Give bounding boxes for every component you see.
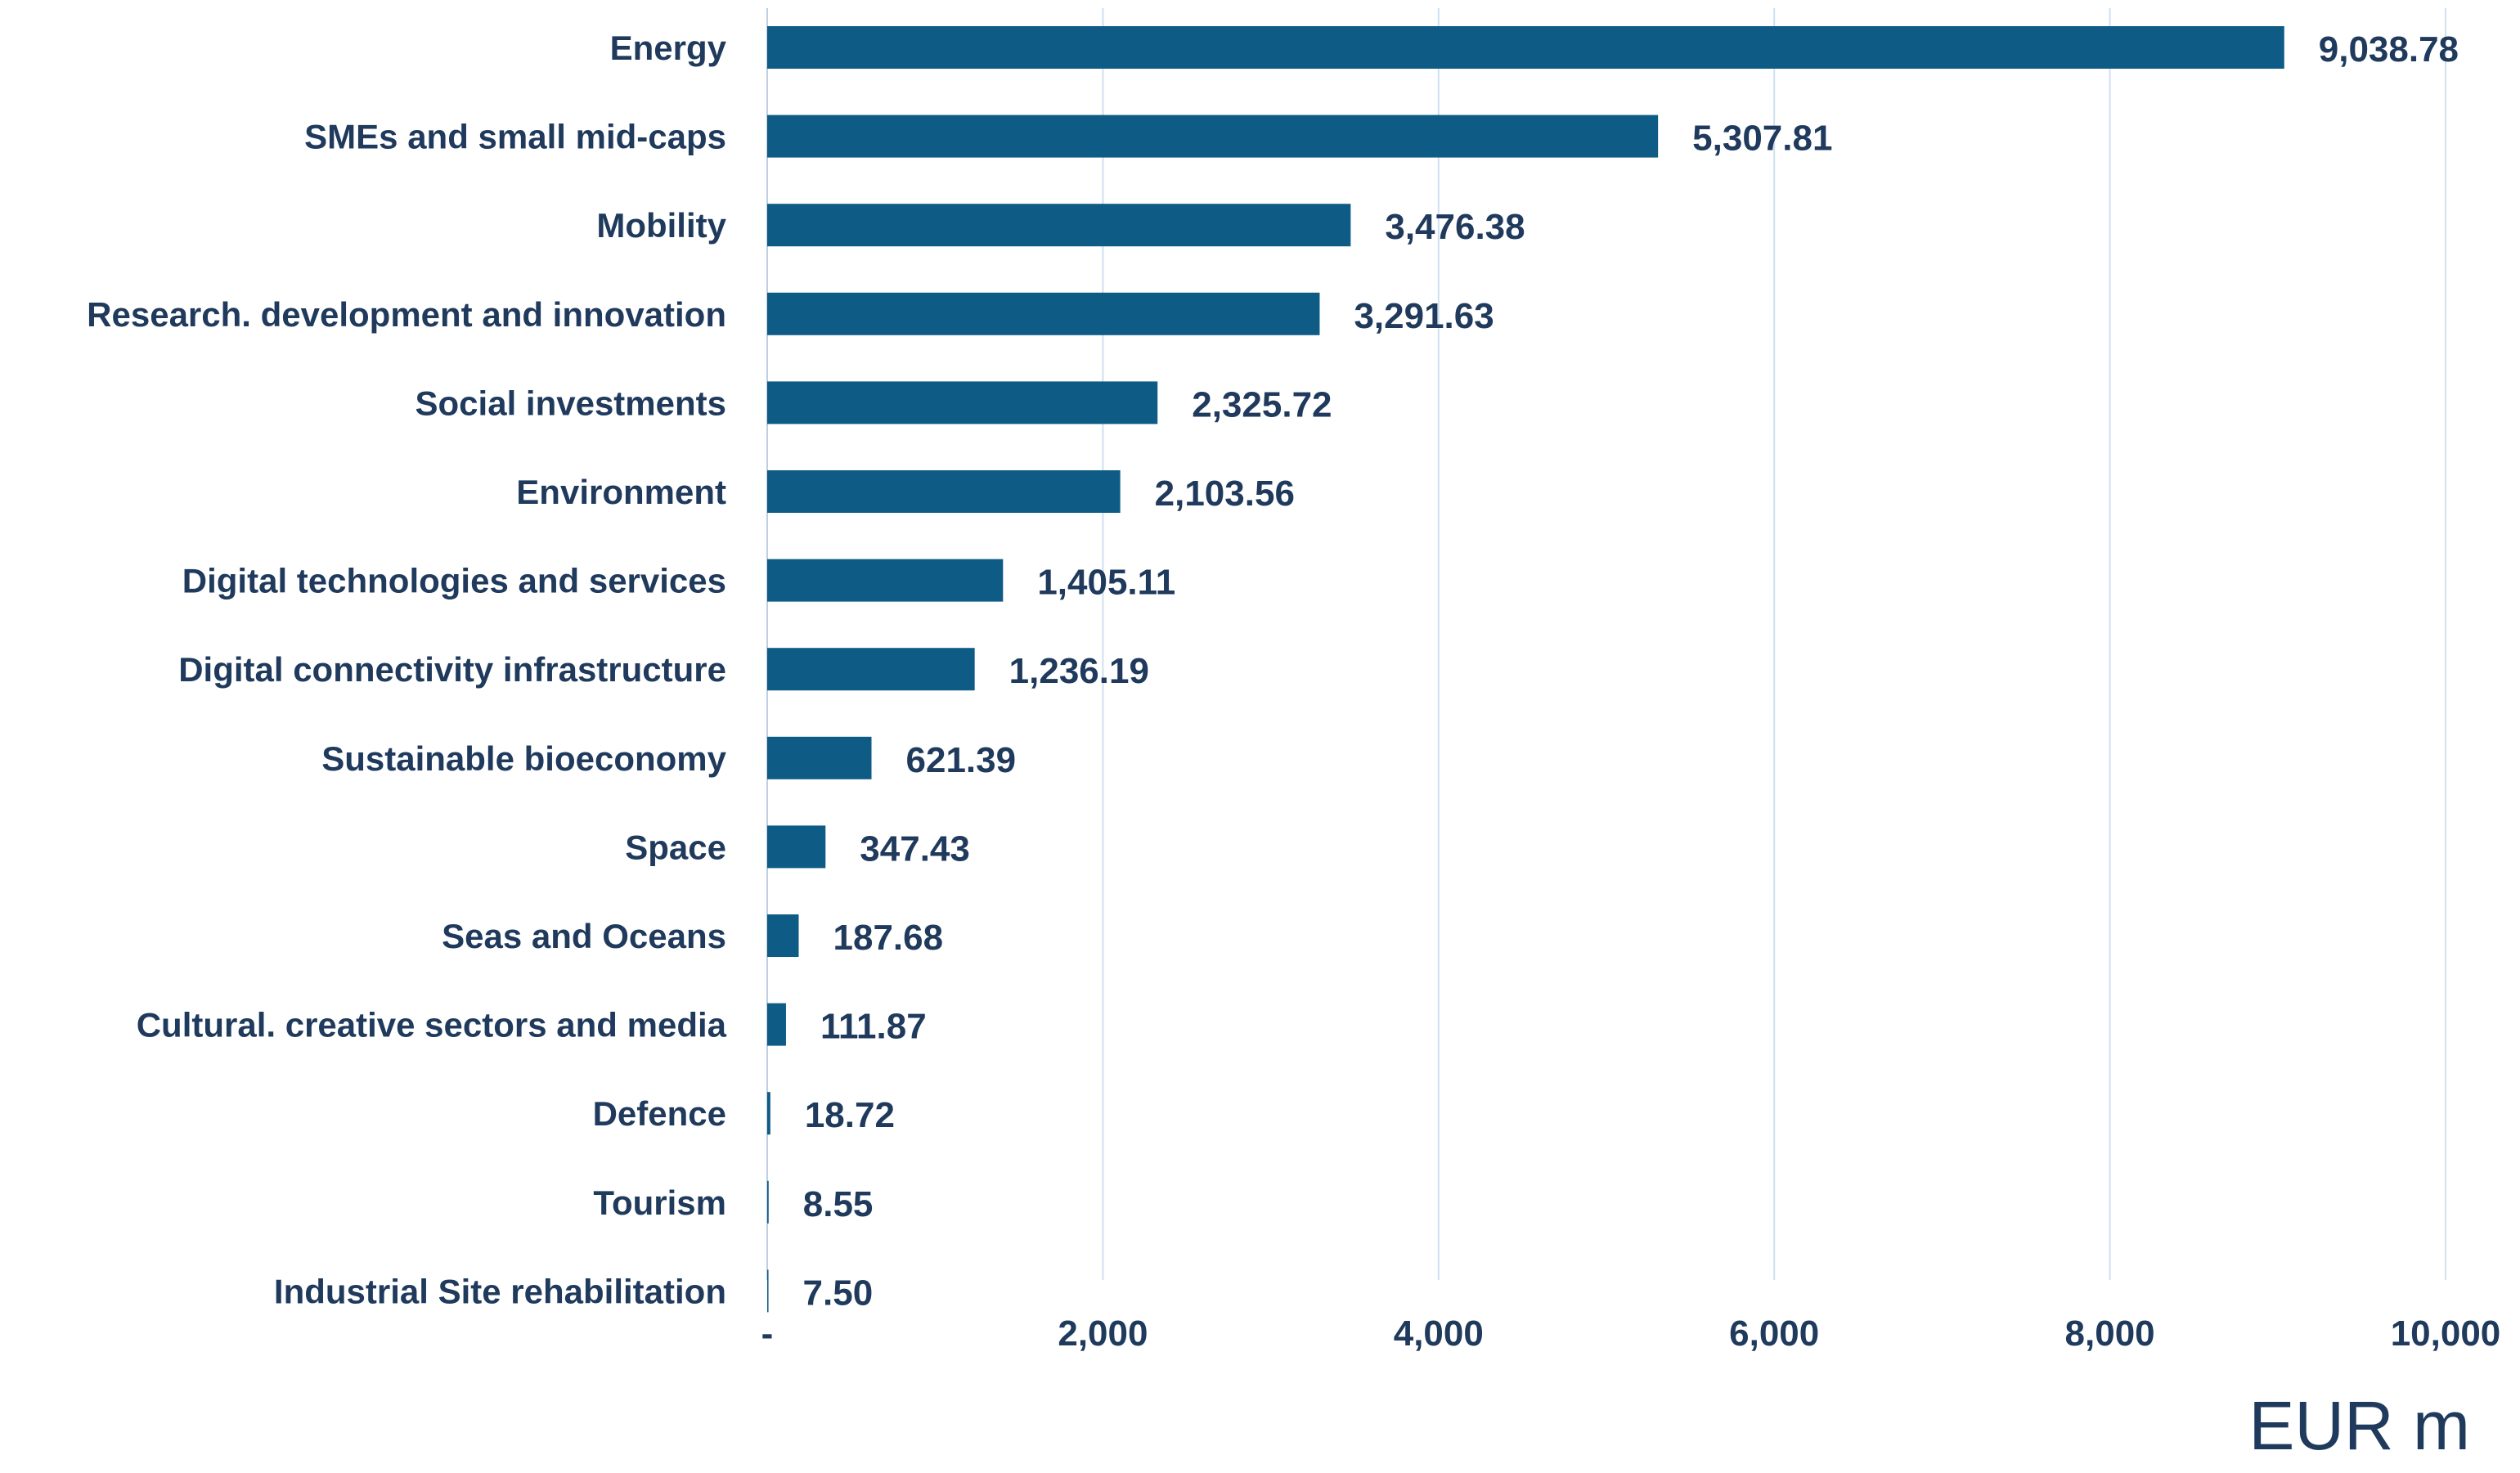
category-label: Seas and Oceans — [442, 917, 726, 955]
data-label: 18.72 — [805, 1095, 895, 1135]
data-label: 3,476.38 — [1385, 207, 1525, 247]
x-tick-label: 2,000 — [1058, 1314, 1148, 1354]
data-label: 8.55 — [803, 1184, 874, 1224]
bar — [767, 648, 975, 691]
x-axis-unit-label: EUR m — [2248, 1387, 2470, 1464]
data-label: 347.43 — [860, 829, 970, 869]
category-labels: Energy SMEs and small mid-caps Mobility Res… — [87, 29, 726, 1310]
category-label: Tourism — [593, 1183, 726, 1222]
data-label: 1,405.11 — [1037, 563, 1175, 603]
category-label: Social investments — [416, 384, 726, 422]
category-label: Cultural. creative sectors and media — [137, 1006, 727, 1044]
category-label: Environment — [516, 473, 726, 511]
data-label: 7.50 — [803, 1273, 874, 1313]
category-label: Defence — [593, 1094, 726, 1133]
data-label: 3,291.63 — [1354, 296, 1494, 336]
gridlines — [766, 8, 2446, 1280]
category-label: Energy — [610, 29, 727, 67]
bar — [767, 204, 1351, 247]
bar — [767, 26, 2284, 69]
category-label: Research. development and innovation — [87, 295, 726, 334]
data-label: 1,236.19 — [1009, 651, 1149, 691]
data-label: 187.68 — [833, 918, 944, 958]
category-label: SMEs and small mid-caps — [304, 118, 726, 156]
bar — [767, 1092, 770, 1135]
x-tick-label: 4,000 — [1394, 1314, 1484, 1354]
data-label: 621.39 — [906, 740, 1017, 780]
data-label: 5,307.81 — [1692, 119, 1832, 159]
bar — [767, 559, 1004, 602]
data-label: 2,103.56 — [1155, 474, 1295, 514]
bar — [767, 1180, 769, 1224]
data-label: 2,325.72 — [1192, 384, 1332, 424]
bar — [767, 825, 826, 869]
bar — [767, 914, 799, 957]
bar — [767, 736, 872, 779]
category-label: Industrial Site rehabilitation — [274, 1272, 726, 1310]
category-label: Space — [625, 828, 726, 866]
category-label: Digital connectivity infrastructure — [178, 650, 726, 689]
category-label: Sustainable bioeconomy — [321, 739, 726, 778]
x-tick-label: - — [761, 1314, 774, 1354]
bar — [767, 1003, 786, 1046]
x-tick-label: 8,000 — [2065, 1314, 2155, 1354]
category-label: Digital technologies and services — [182, 562, 726, 600]
bar — [767, 470, 1121, 513]
bar — [767, 1269, 769, 1313]
x-axis-ticks: - 2,000 4,000 6,000 8,000 10,000 — [761, 1314, 2501, 1354]
category-label: Mobility — [596, 206, 726, 245]
data-label: 111.87 — [820, 1007, 927, 1047]
x-tick-label: 6,000 — [1729, 1314, 1819, 1354]
bar — [767, 115, 1659, 158]
value-labels: 9,038.78 5,307.81 3,476.38 3,291.63 2,325.72… — [803, 29, 2459, 1313]
data-label: 9,038.78 — [2319, 29, 2459, 70]
bar — [767, 381, 1158, 424]
bar — [767, 292, 1320, 335]
bars — [767, 26, 2284, 1313]
x-tick-label: 10,000 — [2391, 1314, 2501, 1354]
